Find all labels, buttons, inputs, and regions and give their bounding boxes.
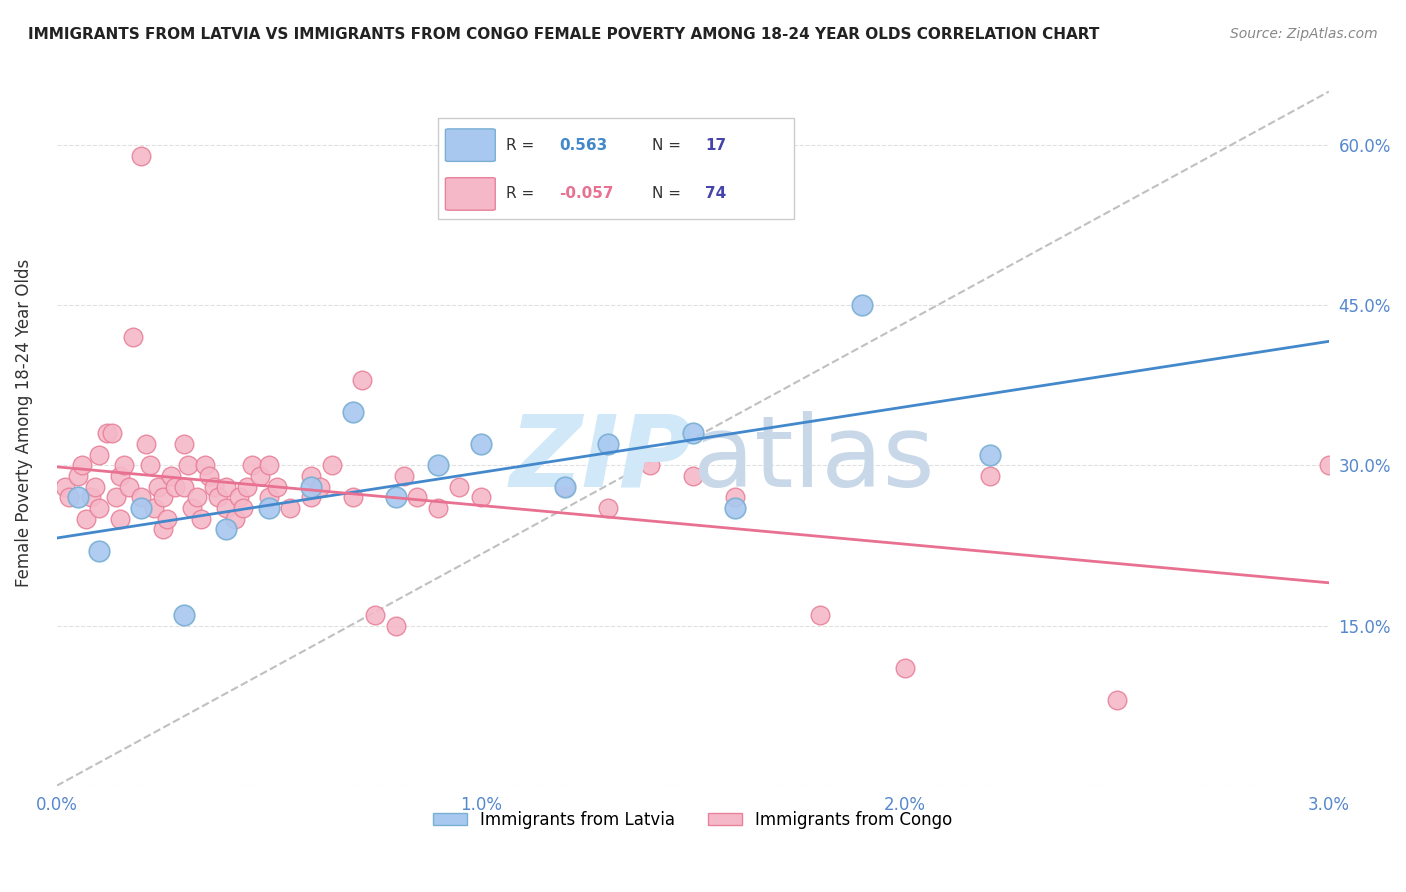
Point — [173, 480, 195, 494]
Point — [851, 298, 873, 312]
Point — [131, 491, 153, 505]
Text: ZIP: ZIP — [510, 410, 693, 508]
Point — [596, 501, 619, 516]
Point — [979, 448, 1001, 462]
Point — [215, 523, 238, 537]
Point — [249, 469, 271, 483]
Point — [194, 458, 217, 473]
Point — [308, 480, 330, 494]
Point — [215, 501, 238, 516]
Point — [640, 458, 662, 473]
Point — [66, 491, 89, 505]
Point — [104, 491, 127, 505]
Point — [257, 491, 280, 505]
Y-axis label: Female Poverty Among 18-24 Year Olds: Female Poverty Among 18-24 Year Olds — [15, 259, 32, 587]
Point — [160, 469, 183, 483]
Point — [190, 512, 212, 526]
Point — [139, 458, 162, 473]
Point — [148, 480, 170, 494]
Point — [232, 501, 254, 516]
Point — [257, 501, 280, 516]
Point — [131, 501, 153, 516]
Point — [682, 426, 704, 441]
Legend: Immigrants from Latvia, Immigrants from Congo: Immigrants from Latvia, Immigrants from … — [426, 805, 959, 836]
Point — [165, 480, 187, 494]
Point — [1317, 458, 1340, 473]
Point — [321, 458, 343, 473]
Point — [181, 501, 204, 516]
Point — [278, 501, 301, 516]
Point — [449, 480, 471, 494]
Point — [224, 512, 246, 526]
Point — [135, 437, 157, 451]
Point — [131, 149, 153, 163]
Point — [87, 501, 110, 516]
Point — [79, 491, 101, 505]
Point — [394, 469, 416, 483]
Point — [512, 469, 534, 483]
Point — [114, 458, 136, 473]
Point — [87, 544, 110, 558]
Point — [240, 458, 263, 473]
Point — [299, 480, 322, 494]
Point — [257, 458, 280, 473]
Point — [342, 405, 364, 419]
Point — [299, 491, 322, 505]
Point — [198, 469, 221, 483]
Point — [979, 469, 1001, 483]
Point — [299, 469, 322, 483]
Point — [350, 373, 373, 387]
Point — [110, 512, 132, 526]
Point — [470, 437, 492, 451]
Point — [66, 469, 89, 483]
Point — [58, 491, 80, 505]
Point — [893, 661, 915, 675]
Point — [228, 491, 250, 505]
Point — [427, 458, 450, 473]
Point — [75, 512, 97, 526]
Text: atlas: atlas — [693, 410, 935, 508]
Point — [427, 501, 450, 516]
Point — [122, 330, 145, 344]
Point — [682, 469, 704, 483]
Point — [152, 523, 174, 537]
Point — [596, 437, 619, 451]
Point — [110, 469, 132, 483]
Text: Source: ZipAtlas.com: Source: ZipAtlas.com — [1230, 27, 1378, 41]
Point — [202, 480, 225, 494]
Point — [363, 607, 385, 622]
Point — [470, 491, 492, 505]
Point — [236, 480, 259, 494]
Point — [156, 512, 179, 526]
Point — [87, 448, 110, 462]
Point — [1105, 693, 1128, 707]
Point — [177, 458, 200, 473]
Point — [215, 480, 238, 494]
Point — [143, 501, 166, 516]
Point — [724, 491, 747, 505]
Point — [406, 491, 429, 505]
Point — [554, 480, 576, 494]
Point — [118, 480, 141, 494]
Point — [53, 480, 76, 494]
Point — [96, 426, 118, 441]
Point — [186, 491, 208, 505]
Point — [385, 491, 408, 505]
Point — [173, 437, 195, 451]
Point — [83, 480, 105, 494]
Text: IMMIGRANTS FROM LATVIA VS IMMIGRANTS FROM CONGO FEMALE POVERTY AMONG 18-24 YEAR : IMMIGRANTS FROM LATVIA VS IMMIGRANTS FRO… — [28, 27, 1099, 42]
Point — [808, 607, 831, 622]
Point — [152, 491, 174, 505]
Point — [342, 491, 364, 505]
Point — [207, 491, 229, 505]
Point — [554, 480, 576, 494]
Point — [385, 618, 408, 632]
Point — [70, 458, 93, 473]
Point — [100, 426, 122, 441]
Point — [173, 607, 195, 622]
Point — [724, 501, 747, 516]
Point — [266, 480, 288, 494]
